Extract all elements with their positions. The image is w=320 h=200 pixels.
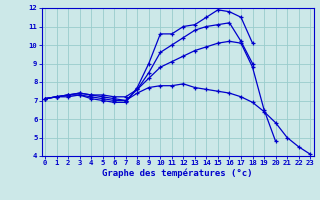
X-axis label: Graphe des températures (°c): Graphe des températures (°c) xyxy=(102,169,253,178)
